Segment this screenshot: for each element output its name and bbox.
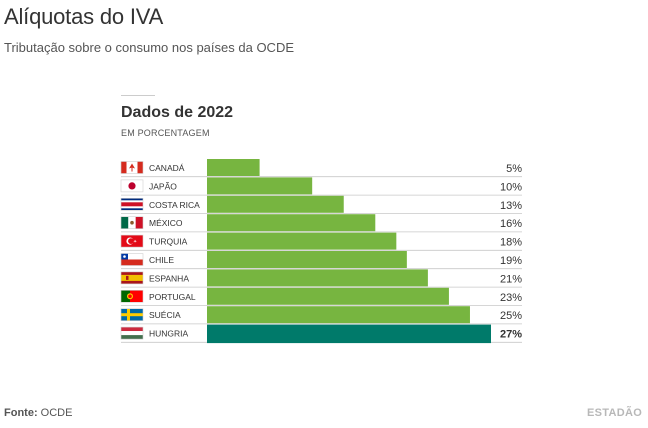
category-label: HUNGRIA: [149, 329, 189, 339]
value-label: 19%: [500, 255, 522, 267]
bar-row: ESPANHA 21%: [120, 269, 522, 288]
bar-row: HUNGRIA 27%: [120, 324, 522, 344]
title-rule: [121, 95, 155, 96]
category-label: TURQUIA: [149, 237, 188, 247]
bar: [207, 159, 260, 176]
category-label: SUÉCIA: [149, 310, 181, 320]
value-label: 5%: [506, 163, 522, 175]
hungary-flag-icon: [120, 326, 144, 340]
chart-unit-label: EM PORCENTAGEM: [121, 128, 210, 138]
bar: [207, 306, 470, 324]
value-label: 27%: [500, 329, 522, 341]
value-label: 18%: [500, 237, 522, 249]
value-label: 23%: [500, 292, 522, 304]
canada-flag-icon: [120, 161, 144, 174]
category-label: COSTA RICA: [149, 200, 200, 210]
page-title: Alíquotas do IVA: [4, 4, 164, 29]
value-label: 16%: [500, 218, 522, 230]
bar: [207, 324, 491, 344]
bar: [207, 195, 344, 213]
value-label: 13%: [500, 200, 522, 212]
category-label: ESPANHA: [149, 273, 189, 283]
bar: [207, 251, 407, 268]
bar-row: CANADÁ 5%: [120, 159, 522, 178]
bar-row: TURQUIA 18%: [120, 232, 522, 251]
source-value: OCDE: [40, 407, 73, 419]
bar-row: PORTUGAL 23%: [120, 287, 522, 306]
source-label: Fonte:: [4, 407, 38, 419]
bar: [207, 287, 449, 305]
sweden-flag-icon: [120, 308, 144, 322]
chile-flag-icon: [120, 253, 144, 266]
bar-row: SUÉCIA 25%: [120, 306, 522, 325]
bar-row: COSTA RICA 13%: [120, 195, 522, 214]
bar: [207, 214, 376, 232]
source-note: Fonte: OCDE: [4, 407, 72, 419]
chart-title: Dados de 2022: [121, 104, 234, 121]
category-label: CHILE: [149, 255, 174, 265]
bar-row: CHILE 19%: [120, 251, 522, 270]
value-label: 21%: [500, 273, 522, 285]
category-label: JAPÃO: [149, 181, 177, 191]
category-label: PORTUGAL: [149, 292, 196, 302]
page-subtitle: Tributação sobre o consumo nos países da…: [4, 40, 294, 55]
japan-flag-icon: [120, 179, 144, 193]
brand-logo: ESTADÃO: [587, 407, 643, 419]
category-label: MÉXICO: [149, 218, 183, 228]
bar: [207, 177, 313, 195]
category-label: CANADÁ: [149, 163, 185, 173]
costa-rica-flag-icon: [120, 198, 144, 211]
bar-row: JAPÃO 10%: [120, 177, 522, 196]
portugal-flag-icon: [120, 289, 144, 303]
mexico-flag-icon: [120, 216, 144, 229]
bar: [207, 232, 397, 250]
value-label: 10%: [500, 181, 522, 193]
turkey-flag-icon: [120, 234, 144, 248]
value-label: 25%: [500, 310, 522, 322]
bar-row: MÉXICO 16%: [120, 214, 522, 233]
bar: [207, 269, 428, 287]
spain-flag-icon: [120, 271, 144, 285]
